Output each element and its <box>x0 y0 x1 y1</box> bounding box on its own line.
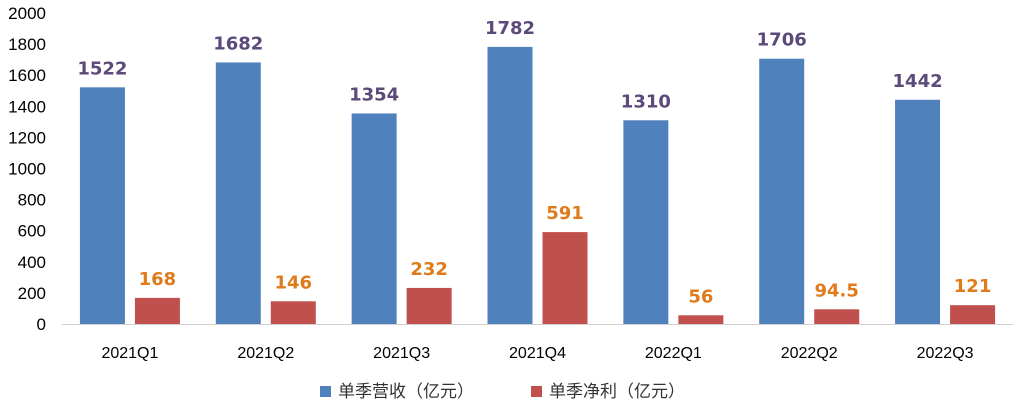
x-tick-label: 2021Q2 <box>237 345 294 362</box>
bar-revenue <box>759 58 805 324</box>
y-tick-label: 400 <box>18 253 46 272</box>
data-label-net-profit: 146 <box>274 272 312 293</box>
x-axis: 2021Q1 2021Q2 2021Q3 2021Q4 2022Q1 2022Q2 2022… <box>101 345 973 362</box>
bars <box>79 46 996 325</box>
x-tick-label: 2022Q2 <box>781 345 838 362</box>
bar-revenue <box>623 120 669 324</box>
data-label-revenue: 1782 <box>485 18 535 39</box>
y-tick-label: 1600 <box>8 66 46 85</box>
x-tick-label: 2021Q3 <box>373 345 430 362</box>
y-tick-label: 0 <box>37 315 46 334</box>
y-axis: 0 200 400 600 800 1000 1200 1400 1600 1800 2000 <box>8 4 46 334</box>
bar-revenue <box>79 87 125 324</box>
data-label-revenue: 1442 <box>893 71 943 92</box>
legend-label-net-profit: 单季净利（亿元） <box>549 382 685 402</box>
data-label-net-profit: 591 <box>546 203 584 224</box>
y-tick-label: 1000 <box>8 160 46 179</box>
x-tick-label: 2021Q4 <box>509 345 566 362</box>
y-tick-label: 800 <box>18 191 46 210</box>
legend: 单季营收（亿元） 单季净利（亿元） <box>320 382 685 402</box>
bar-revenue <box>895 99 941 324</box>
x-tick-label: 2022Q1 <box>645 345 702 362</box>
data-label-revenue: 1682 <box>213 33 263 54</box>
data-label-net-profit: 121 <box>954 276 992 297</box>
bar-net-profit <box>950 305 996 324</box>
bar-net-profit <box>542 232 588 324</box>
data-label-net-profit: 232 <box>410 259 448 280</box>
bar-net-profit <box>134 297 180 324</box>
y-tick-label: 1400 <box>8 97 46 116</box>
y-tick-label: 200 <box>18 284 46 303</box>
bar-net-profit <box>814 309 860 324</box>
data-label-revenue: 1522 <box>77 58 127 79</box>
bar-net-profit <box>406 287 452 324</box>
y-tick-label: 1200 <box>8 128 46 147</box>
legend-swatch-revenue <box>320 386 331 397</box>
data-label-net-profit: 168 <box>139 269 177 290</box>
bar-revenue <box>487 46 533 325</box>
y-tick-label: 2000 <box>8 4 46 23</box>
x-tick-label: 2021Q1 <box>101 345 158 362</box>
data-label-net-profit: 56 <box>688 286 713 307</box>
bar-revenue <box>215 62 261 324</box>
data-label-net-profit: 94.5 <box>815 280 859 301</box>
legend-swatch-net-profit <box>531 386 542 397</box>
bar-net-profit <box>678 315 724 324</box>
bar-net-profit <box>270 301 316 324</box>
x-tick-label: 2022Q3 <box>917 345 974 362</box>
legend-label-revenue: 单季营收（亿元） <box>338 382 474 402</box>
bar-revenue <box>351 113 397 324</box>
data-label-revenue: 1310 <box>621 91 671 112</box>
y-tick-label: 600 <box>18 222 46 241</box>
data-labels: 1522 1682 1354 1782 1310 1706 1442 168 146 232 591… <box>77 18 991 307</box>
data-label-revenue: 1706 <box>757 30 807 51</box>
y-tick-label: 1800 <box>8 35 46 54</box>
data-label-revenue: 1354 <box>349 84 399 105</box>
